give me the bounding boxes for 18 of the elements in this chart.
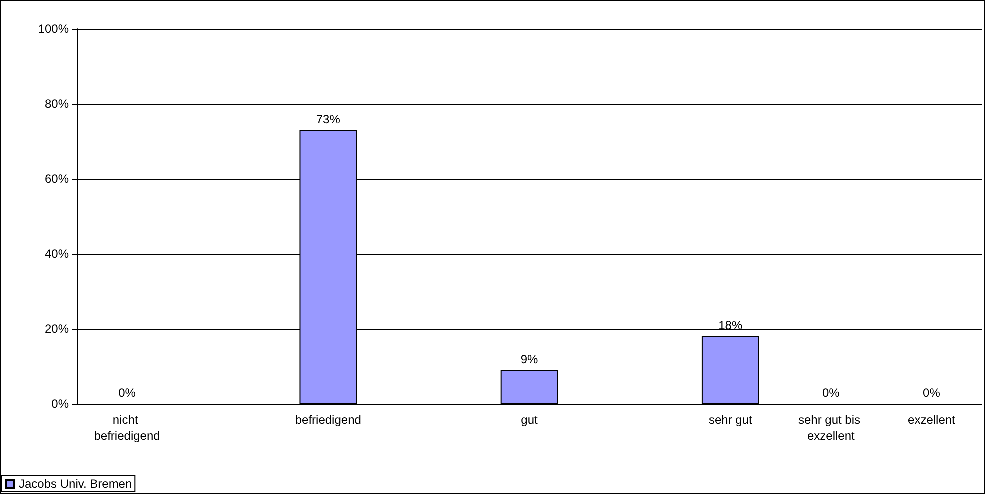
- x-tick-label: gut: [521, 413, 539, 427]
- legend-label: Jacobs Univ. Bremen: [19, 477, 132, 491]
- x-tick-label: befriedigend: [295, 413, 362, 427]
- data-label: 9%: [520, 352, 538, 366]
- x-tick-label: sehr gut bis exzellent: [798, 413, 864, 443]
- data-label: 0%: [822, 386, 840, 400]
- y-tick-label: 20%: [44, 322, 70, 336]
- x-tick-label: exzellent: [908, 413, 956, 427]
- data-label: 0%: [923, 386, 941, 400]
- y-tick-label: 80%: [44, 97, 70, 111]
- y-tick-label: 60%: [44, 172, 70, 186]
- data-label: 73%: [316, 112, 341, 126]
- y-tick-label: 100%: [38, 22, 70, 36]
- y-tick-label: 40%: [44, 247, 70, 261]
- y-tick-label: 0%: [52, 397, 70, 411]
- x-tick-label: sehr gut: [708, 413, 753, 427]
- data-label: 0%: [118, 386, 136, 400]
- x-tick-label: nicht befriedigend: [94, 413, 160, 443]
